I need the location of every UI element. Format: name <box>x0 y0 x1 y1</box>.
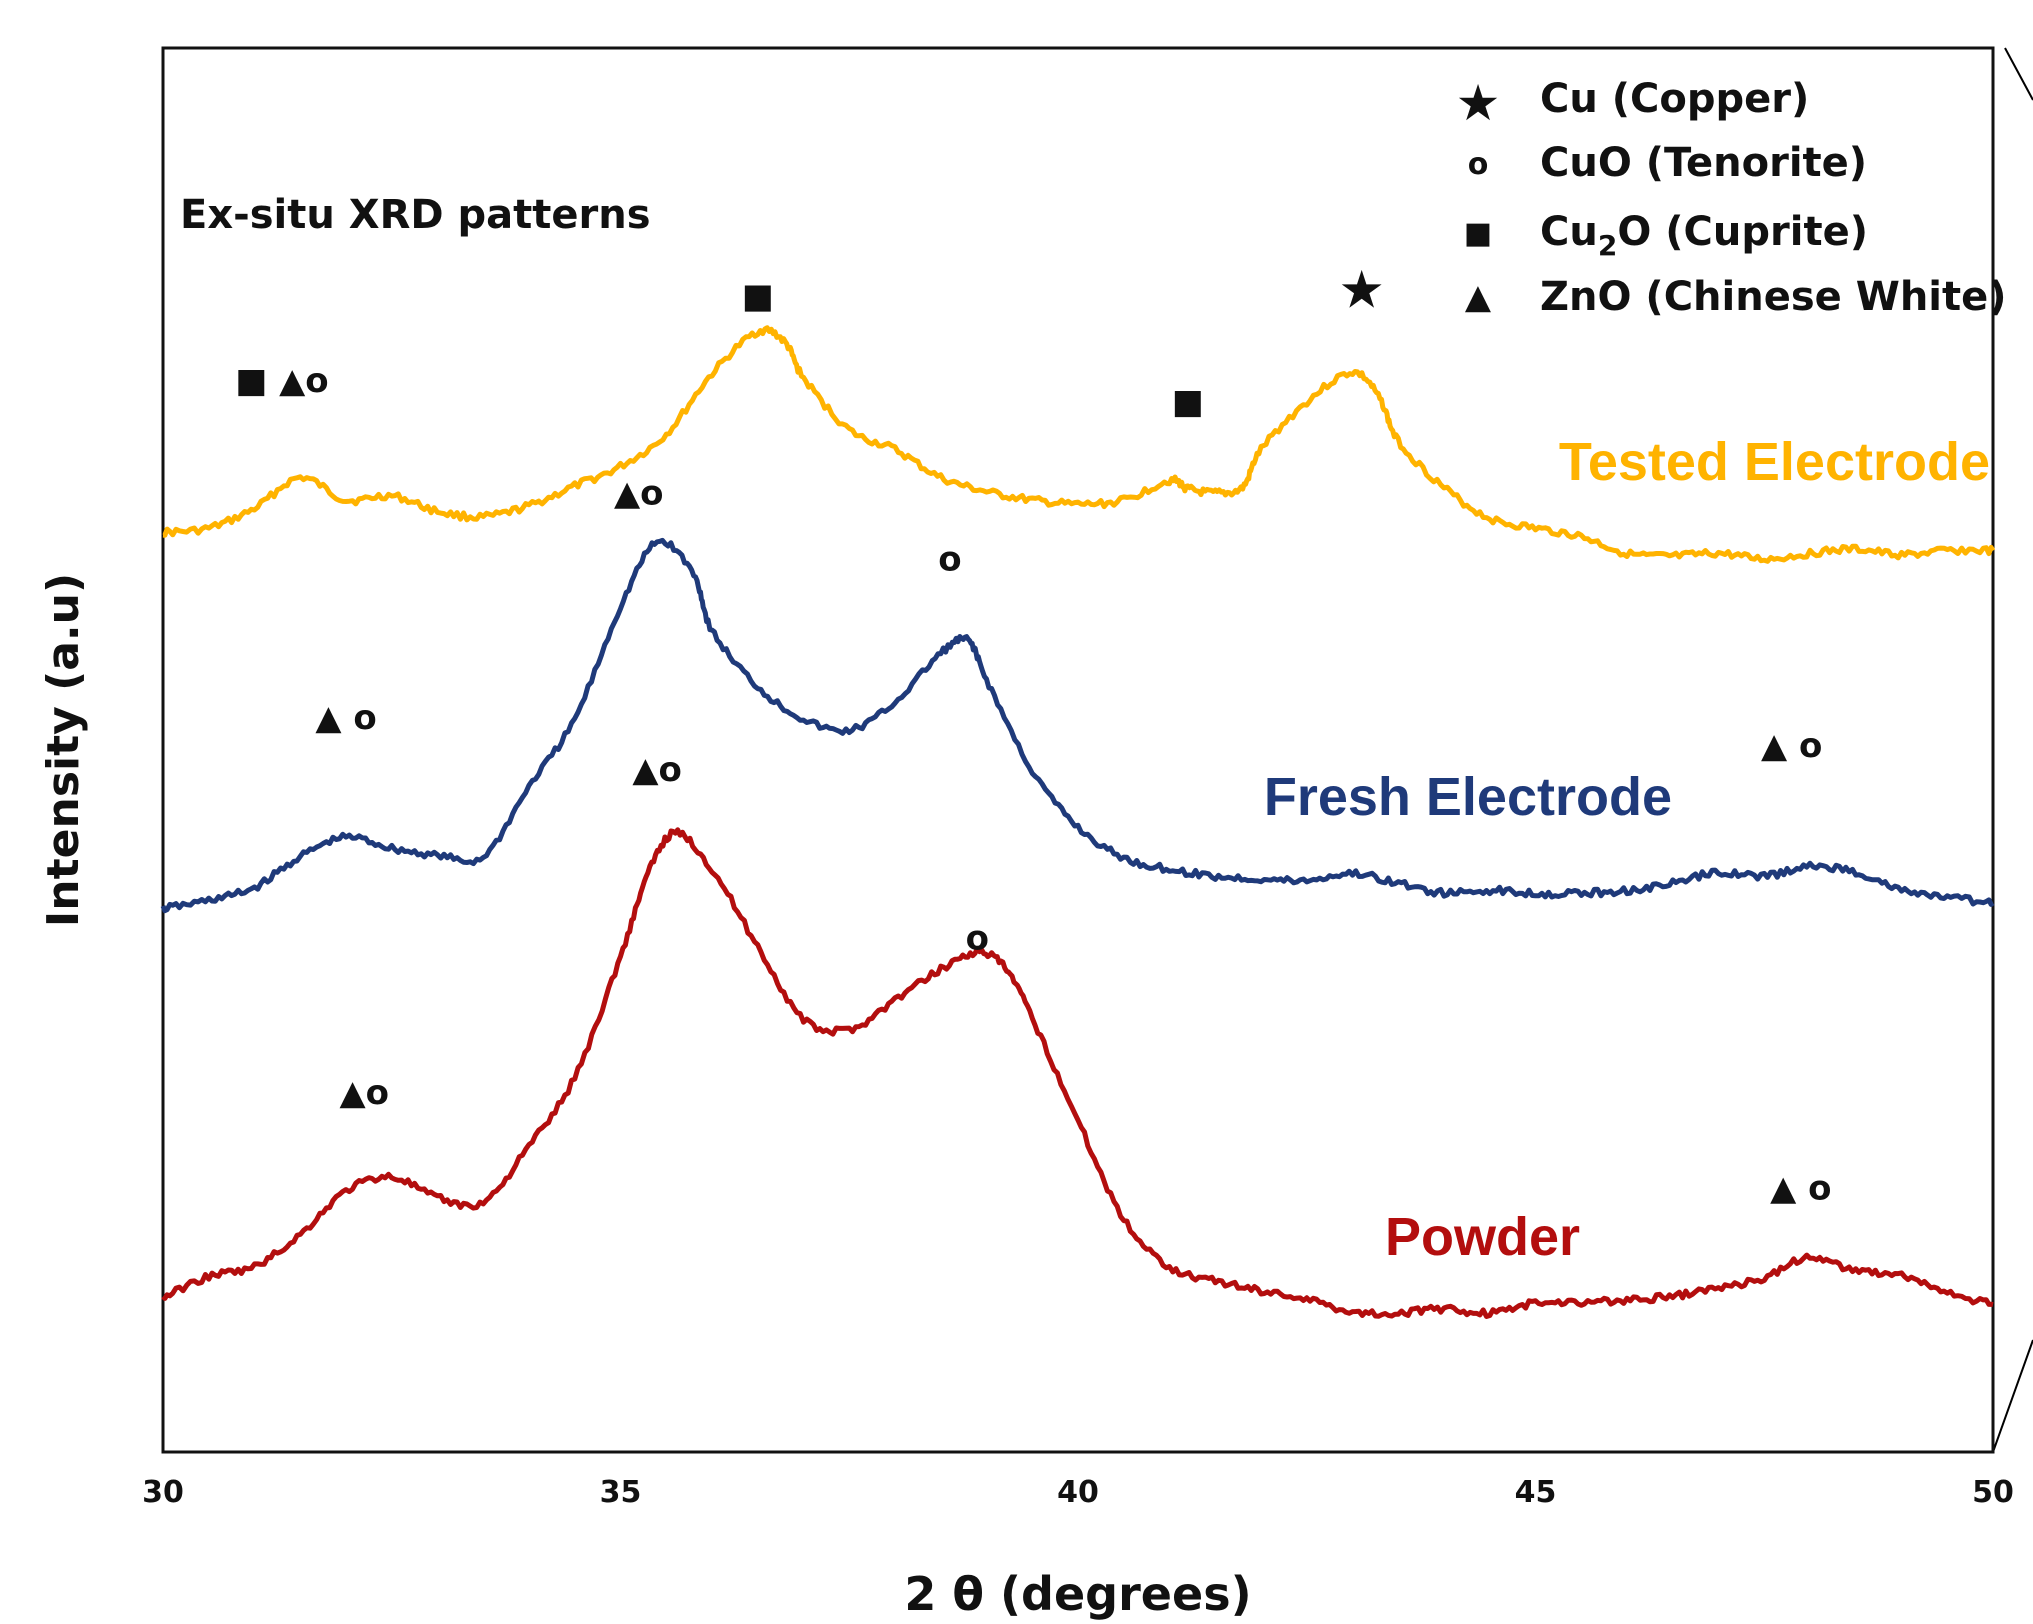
plot-frame <box>161 46 1995 1454</box>
peak-marker: ▲ o <box>1761 726 1822 766</box>
legend: ★ Cu (Copper) o CuO (Tenorite) ■ Cu2O (Cuprit… <box>1456 74 2007 320</box>
series-line-fresh-electrode <box>160 537 1995 914</box>
peak-marker: o <box>938 539 961 579</box>
series-line-tested-electrode <box>162 325 1996 564</box>
peak-marker: o <box>966 918 989 958</box>
legend-entry: Cu2O (Cuprite) <box>1540 209 1868 262</box>
peak-markers: ■ ▲o ■ ■ ★ ▲o o ▲ o ▲ o ▲o o ▲o ▲ o <box>235 261 1831 1209</box>
legend-symbol-star-icon: ★ <box>1456 74 1501 132</box>
annotation-title: Ex-situ XRD patterns <box>180 192 651 238</box>
peak-marker: ▲ o <box>1770 1168 1831 1208</box>
x-tick-label: 40 <box>1057 1475 1099 1510</box>
zoom-line-top <box>2004 47 2033 101</box>
peak-marker: ▲o <box>614 473 664 513</box>
x-axis-title: 2 θ (degrees) <box>904 1567 1251 1621</box>
peak-marker: ■ <box>742 277 774 317</box>
y-axis-title: Intensity (a.u) <box>38 573 89 927</box>
legend-entry: ZnO (Chinese White) <box>1540 274 2007 320</box>
series-label-tested-electrode: Tested Electrode <box>1559 432 1990 492</box>
legend-entry: Cu (Copper) <box>1540 76 1809 122</box>
series-label-powder: Powder <box>1385 1207 1580 1267</box>
x-tick-label: 30 <box>142 1475 184 1510</box>
x-tick-label: 45 <box>1515 1475 1557 1510</box>
x-tick-labels: 30 35 40 45 50 <box>142 1475 2014 1510</box>
peak-marker: ■ <box>1172 382 1204 422</box>
x-tick-label: 35 <box>600 1475 642 1510</box>
series-curves <box>160 325 1996 1319</box>
series-labels: Tested Electrode Fresh Electrode Powder <box>1264 432 1990 1267</box>
peak-marker: ▲o <box>340 1073 390 1113</box>
x-tick-label: 50 <box>1972 1475 2014 1510</box>
legend-symbol-triangle-icon: ▲ <box>1465 277 1492 317</box>
peak-marker: ★ <box>1338 261 1385 321</box>
legend-entry: CuO (Tenorite) <box>1540 140 1867 186</box>
legend-symbol-circle-icon: o <box>1468 147 1489 182</box>
legend-symbol-square-icon: ■ <box>1464 216 1492 251</box>
peak-marker: ▲o <box>632 750 682 790</box>
peak-marker: ▲ o <box>315 698 376 738</box>
zoom-line-bottom <box>1992 1339 2033 1453</box>
series-label-fresh-electrode: Fresh Electrode <box>1264 767 1672 827</box>
series-line-powder <box>161 827 1994 1319</box>
peak-marker: ■ ▲o <box>235 361 328 401</box>
